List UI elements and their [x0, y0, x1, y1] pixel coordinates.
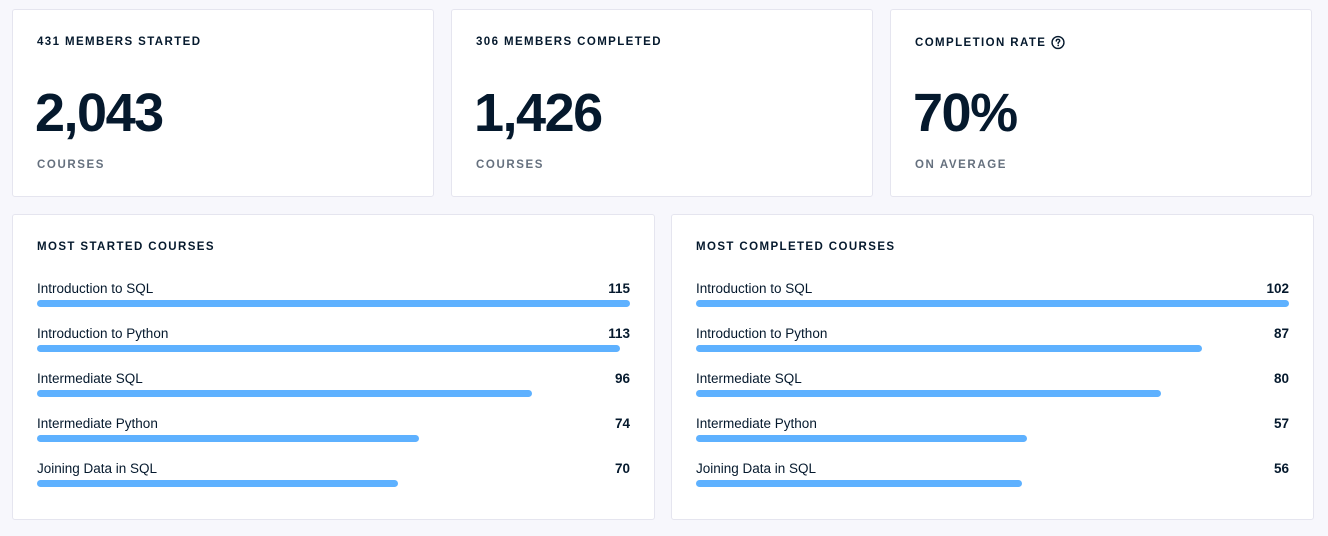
- members-started-label: 431 MEMBERS STARTED: [37, 36, 202, 48]
- course-count: 115: [608, 281, 630, 296]
- course-count: 70: [614, 461, 630, 476]
- course-name: Joining Data in SQL: [37, 461, 158, 476]
- course-bar: [37, 345, 620, 352]
- course-name: Intermediate SQL: [37, 371, 143, 386]
- completion-rate-value: 70%: [913, 83, 1018, 143]
- course-bar: [696, 435, 1028, 442]
- members-started-card: 431 MEMBERS STARTED 2,043 COURSES: [12, 9, 434, 197]
- most-completed-courses-list: Introduction to SQL 102 Introduction to …: [696, 281, 1289, 506]
- members-completed-card: 306 MEMBERS COMPLETED 1,426 COURSES: [451, 9, 873, 197]
- list-item: Introduction to Python 113: [37, 326, 630, 371]
- course-bar: [696, 480, 1022, 487]
- courses-started-value: 2,043: [35, 83, 164, 143]
- course-count: 96: [614, 371, 630, 386]
- most-completed-courses-card: MOST COMPLETED COURSES Introduction to S…: [671, 214, 1314, 520]
- course-bar: [37, 390, 533, 397]
- completion-rate-sublabel: ON AVERAGE: [915, 159, 1008, 171]
- list-item: Joining Data in SQL 70: [37, 461, 630, 506]
- course-name: Intermediate SQL: [696, 371, 802, 386]
- help-circle-icon[interactable]: [1051, 35, 1065, 49]
- course-name: Introduction to SQL: [696, 281, 813, 296]
- course-bar: [696, 390, 1162, 397]
- completion-rate-label: COMPLETION RATE: [915, 36, 1047, 49]
- list-item: Intermediate SQL 96: [37, 371, 630, 416]
- members-completed-label: 306 MEMBERS COMPLETED: [476, 36, 662, 48]
- course-name: Joining Data in SQL: [696, 461, 817, 476]
- courses-completed-value: 1,426: [474, 83, 603, 143]
- most-completed-courses-title: MOST COMPLETED COURSES: [696, 241, 896, 253]
- courses-completed-sublabel: COURSES: [476, 159, 545, 171]
- course-count: 74: [614, 416, 630, 431]
- course-bar: [696, 300, 1289, 307]
- list-item: Introduction to SQL 102: [696, 281, 1289, 326]
- course-count: 87: [1273, 326, 1289, 341]
- course-bar: [696, 345, 1202, 352]
- course-bar: [37, 435, 419, 442]
- course-name: Intermediate Python: [696, 416, 817, 431]
- course-name: Introduction to SQL: [37, 281, 154, 296]
- course-count: 113: [608, 326, 630, 341]
- course-name: Introduction to Python: [696, 326, 828, 341]
- list-item: Joining Data in SQL 56: [696, 461, 1289, 506]
- course-bar: [37, 480, 398, 487]
- list-item: Intermediate SQL 80: [696, 371, 1289, 416]
- courses-started-sublabel: COURSES: [37, 159, 106, 171]
- course-count: 57: [1273, 416, 1289, 431]
- course-count: 56: [1273, 461, 1289, 476]
- course-name: Intermediate Python: [37, 416, 158, 431]
- list-item: Intermediate Python 74: [37, 416, 630, 461]
- course-count: 102: [1266, 281, 1289, 296]
- list-item: Intermediate Python 57: [696, 416, 1289, 461]
- course-name: Introduction to Python: [37, 326, 169, 341]
- most-started-courses-card: MOST STARTED COURSES Introduction to SQL…: [12, 214, 655, 520]
- most-started-courses-list: Introduction to SQL 115 Introduction to …: [37, 281, 630, 506]
- most-started-courses-title: MOST STARTED COURSES: [37, 241, 215, 253]
- completion-rate-card: COMPLETION RATE 70% ON AVERAGE: [890, 9, 1312, 197]
- completion-rate-header: COMPLETION RATE: [915, 35, 1065, 49]
- list-item: Introduction to SQL 115: [37, 281, 630, 326]
- course-bar: [37, 300, 630, 307]
- course-count: 80: [1273, 371, 1289, 386]
- list-item: Introduction to Python 87: [696, 326, 1289, 371]
